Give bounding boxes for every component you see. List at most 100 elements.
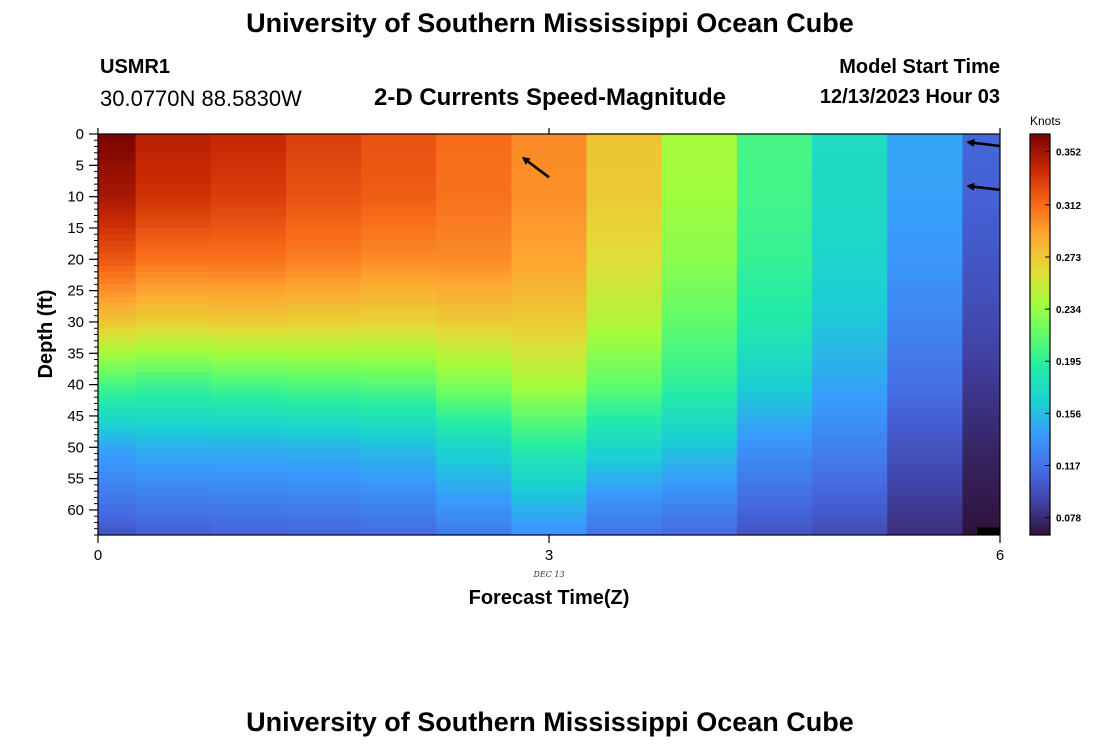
heatmap-cell [736,378,813,386]
heatmap-cell [285,522,362,530]
heatmap-cell [812,390,888,398]
heatmap-cell [586,159,663,166]
heatmap-cell [436,503,513,511]
heatmap-cell [135,509,212,517]
heatmap-cell [210,516,287,524]
heatmap-cell [98,209,137,217]
colorbar-swatch [1030,374,1050,379]
heatmap-cell [736,491,813,499]
heatmap-cell [586,271,663,279]
heatmap-cell [812,146,888,154]
y-tick-label: 15 [67,220,84,237]
heatmap-cell [962,265,1000,273]
colorbar-swatch [1030,244,1050,249]
heatmap-cell [361,278,437,285]
heatmap-cell [285,246,362,254]
heatmap-cell [962,334,1000,342]
heatmap-cell [361,221,437,229]
heatmap-cell [736,290,813,298]
heatmap-cell [586,296,663,304]
heatmap-cell [511,472,588,480]
heatmap-cell [511,209,588,217]
heatmap-cell [135,491,212,499]
colorbar-swatch [1030,237,1050,242]
heatmap-cell [887,284,964,292]
heatmap-cell [736,509,813,517]
heatmap-cell [962,177,1000,185]
heatmap-cell [511,227,588,235]
heatmap-cell [361,472,437,480]
heatmap-cell [962,321,1000,329]
heatmap-cell [812,516,888,524]
heatmap-cell [135,309,212,317]
heatmap-cell [436,428,513,436]
heatmap-cell [661,253,738,260]
heatmap-cell [812,365,888,373]
heatmap-cell [586,447,663,455]
axes: 0 5 10 15 20 25 30 35 40 45 50 55 60 0 3 6 [67,126,1004,564]
heatmap-cell [135,503,212,511]
station-id: USMR1 [100,56,171,78]
heatmap-cell [98,447,137,455]
heatmap-cell [135,221,212,229]
heatmap-cell [135,347,212,354]
heatmap-cell [98,165,137,173]
heatmap-cell [361,240,437,248]
heatmap-cell [586,472,663,480]
heatmap-cell [98,497,137,505]
colorbar-swatch [1030,504,1050,509]
heatmap-cell [135,472,212,480]
colorbar-swatch [1030,501,1050,506]
heatmap-cell [285,441,362,448]
heatmap-cell [135,209,212,217]
heatmap-cell [135,146,212,154]
heatmap-cell [736,434,813,442]
heatmap-cell [98,334,137,342]
colorbar-tick-label: 0.273 [1056,253,1081,264]
heatmap-cell [361,384,437,392]
heatmap-cell [98,271,137,279]
heatmap-cell [962,202,1000,210]
heatmap-cell [962,215,1000,223]
colorbar-swatch [1030,468,1050,473]
heatmap-cell [661,234,738,242]
heatmap-cell [887,215,964,223]
colorbar-swatch [1030,200,1050,205]
heatmap-cell [98,227,137,235]
heatmap-cell [436,265,513,273]
heatmap-cell [661,365,738,373]
heatmap-cell [511,234,588,242]
colorbar-swatch [1030,401,1050,406]
x-tick-label: 3 [545,547,553,564]
heatmap-cell [436,365,513,373]
heatmap-cell [887,296,964,304]
heatmap-cell [661,453,738,461]
heatmap-cell [962,441,1000,448]
heatmap-cell [812,453,888,461]
heatmap-cell [210,171,287,179]
heatmap-cell [98,472,137,480]
heatmap-cell [736,246,813,254]
heatmap-cell [98,296,137,304]
heatmap-cell [962,453,1000,461]
colorbar-swatch [1030,187,1050,192]
heatmap-cell [361,359,437,367]
colorbar-swatch [1030,341,1050,346]
heatmap-cell [285,372,362,379]
heatmap-cell [98,253,137,260]
heatmap-cell [135,328,212,336]
heatmap-cell [586,140,663,148]
heatmap-cell [135,184,212,191]
heatmap-cell [135,265,212,273]
heatmap-cell [361,428,437,436]
heatmap-cell [285,296,362,304]
heatmap-cell [661,271,738,279]
heatmap-cell [736,466,813,473]
heatmap-cell [135,378,212,386]
heatmap-cell [736,359,813,367]
heatmap-cell [210,240,287,248]
colorbar-swatch [1030,184,1050,188]
heatmap-cell [812,434,888,442]
heatmap-cell [361,478,437,486]
heatmap-cell [361,259,437,267]
